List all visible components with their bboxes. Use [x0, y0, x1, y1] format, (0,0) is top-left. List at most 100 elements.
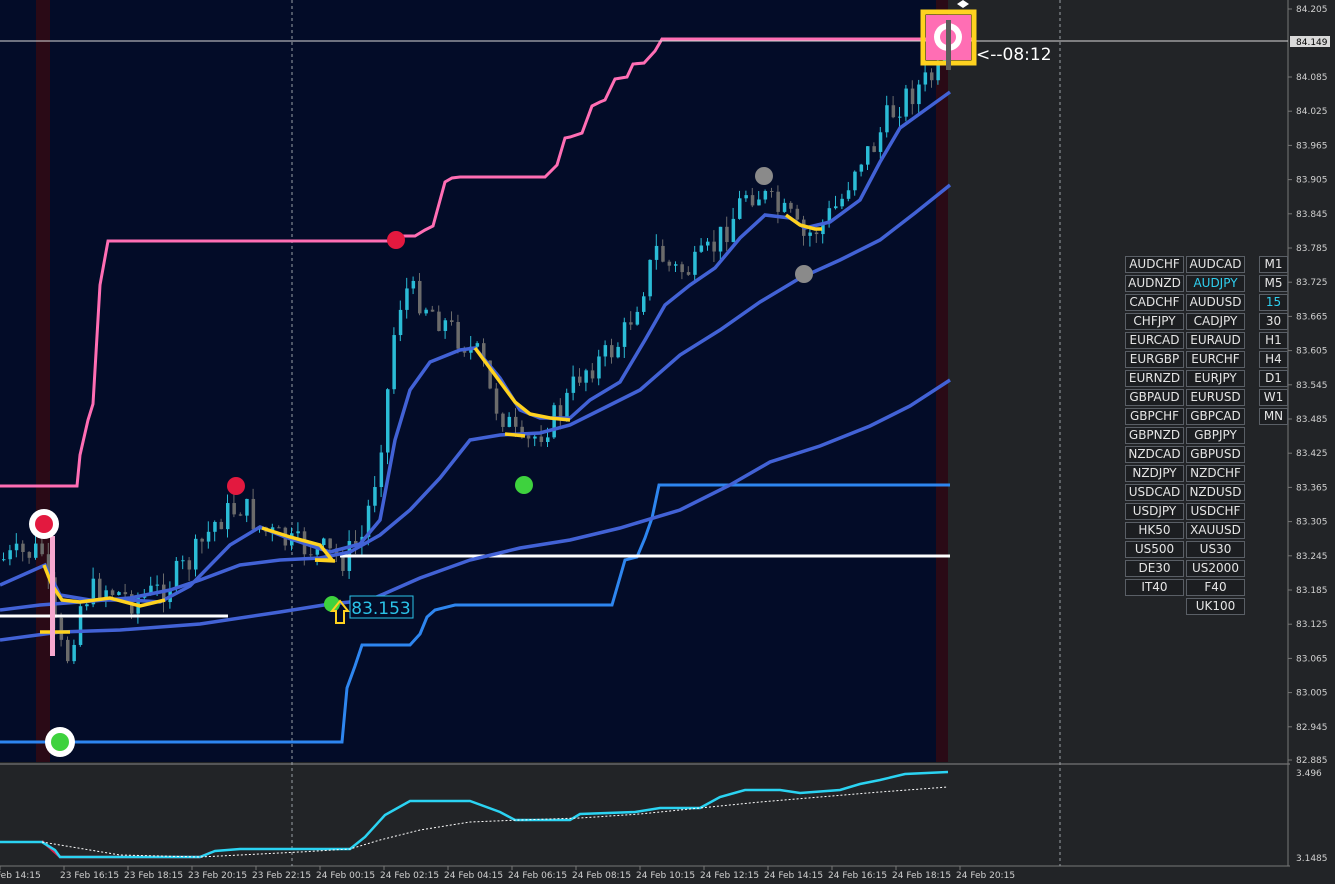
candle-body	[712, 241, 716, 252]
symbol-button-nzdjpy[interactable]: NZDJPY	[1125, 465, 1184, 482]
neutral-signal-dot[interactable]	[795, 265, 813, 283]
signal-line	[504, 432, 526, 438]
symbol-button-nzdchf[interactable]: NZDCHF	[1186, 465, 1245, 482]
timeframe-button-h1[interactable]: H1	[1259, 332, 1288, 349]
symbol-button-f40[interactable]: F40	[1186, 579, 1245, 596]
candle-body	[27, 552, 32, 558]
candle-body	[763, 190, 768, 200]
candle-body	[827, 208, 832, 223]
symbol-button-nzdusd[interactable]: NZDUSD	[1186, 484, 1245, 501]
symbol-button-cadjpy[interactable]: CADJPY	[1186, 313, 1245, 330]
candle-body	[693, 251, 697, 275]
symbol-button-us2000[interactable]: US2000	[1186, 560, 1245, 577]
candle-body	[680, 264, 684, 273]
symbol-button-gbpaud[interactable]: GBPAUD	[1125, 389, 1184, 406]
indicator-plot-area[interactable]	[0, 765, 1288, 865]
symbol-button-uk100[interactable]: UK100	[1186, 598, 1245, 615]
candle-body	[226, 503, 230, 530]
symbol-button-eurusd[interactable]: EURUSD	[1186, 389, 1245, 406]
symbol-button-hk50[interactable]: HK50	[1125, 522, 1184, 539]
symbol-button-usdcad[interactable]: USDCAD	[1125, 484, 1184, 501]
timeframe-button-m1[interactable]: M1	[1259, 256, 1288, 273]
candle-body	[834, 206, 838, 209]
symbol-button-de30[interactable]: DE30	[1125, 560, 1184, 577]
symbol-button-audnzd[interactable]: AUDNZD	[1125, 275, 1184, 292]
time-axis-label: 24 Feb 00:15	[316, 871, 375, 881]
symbol-button-audusd[interactable]: AUDUSD	[1186, 294, 1245, 311]
candle-body	[584, 370, 588, 383]
neutral-signal-dot[interactable]	[755, 167, 773, 185]
buy-signal-dot	[51, 733, 69, 751]
buy-arrow-icon[interactable]	[329, 599, 351, 624]
candle-body	[21, 543, 25, 553]
candle-body	[110, 590, 115, 595]
symbol-button-eurjpy[interactable]: EURJPY	[1186, 370, 1245, 387]
symbol-button-it40[interactable]: IT40	[1125, 579, 1184, 596]
symbol-button-chfjpy[interactable]: CHFJPY	[1125, 313, 1184, 330]
sell-signal-dot[interactable]	[387, 231, 405, 249]
candle-body	[494, 388, 499, 414]
candle-body	[386, 389, 390, 453]
symbol-button-nzdcad[interactable]: NZDCAD	[1125, 446, 1184, 463]
signal-line	[314, 558, 336, 563]
price-axis-label: 83.905	[1296, 176, 1328, 186]
price-axis-label: 82.945	[1296, 723, 1328, 733]
candle-body	[398, 309, 403, 336]
candle-body	[315, 545, 320, 555]
symbol-button-gbpusd[interactable]: GBPUSD	[1186, 446, 1245, 463]
symbol-button-eurchf[interactable]: EURCHF	[1186, 351, 1245, 368]
symbol-button-cadchf[interactable]: CADCHF	[1125, 294, 1184, 311]
candle-body	[251, 498, 256, 530]
candle-body	[501, 413, 505, 427]
candle-body	[411, 280, 416, 289]
sell-signal-dot[interactable]	[227, 477, 245, 495]
symbol-button-eurcad[interactable]: EURCAD	[1125, 332, 1184, 349]
symbol-button-us30[interactable]: US30	[1186, 541, 1245, 558]
timeframe-button-h4[interactable]: H4	[1259, 351, 1288, 368]
candle-body	[373, 487, 377, 506]
time-axis-label: 24 Feb 18:15	[892, 871, 951, 881]
timeframe-button-w1[interactable]: W1	[1259, 389, 1288, 406]
candle-body	[846, 190, 851, 199]
main-plot-area[interactable]	[0, 0, 948, 762]
buy-signal-dot[interactable]	[324, 596, 340, 612]
timeframe-button-d1[interactable]: D1	[1259, 370, 1288, 387]
symbol-button-xauusd[interactable]: XAUUSD	[1186, 522, 1245, 539]
symbol-button-audchf[interactable]: AUDCHF	[1125, 256, 1184, 273]
candle-body	[776, 191, 780, 212]
candle-body	[232, 503, 236, 515]
timeframe-button-mn[interactable]: MN	[1259, 408, 1288, 425]
symbol-button-usdchf[interactable]: USDCHF	[1186, 503, 1245, 520]
symbol-button-eurgbp[interactable]: EURGBP	[1125, 351, 1184, 368]
symbol-button-gbpcad[interactable]: GBPCAD	[1186, 408, 1245, 425]
buy-signal-dot[interactable]	[515, 476, 533, 494]
price-axis-label: 83.665	[1296, 312, 1328, 322]
candle-body	[194, 538, 198, 570]
candle-body	[14, 543, 19, 551]
timeframe-button-15[interactable]: 15	[1259, 294, 1288, 311]
price-axis-label: 83.125	[1296, 620, 1328, 630]
symbol-button-audcad[interactable]: AUDCAD	[1186, 256, 1245, 273]
timeframe-button-30[interactable]: 30	[1259, 313, 1288, 330]
symbol-button-audjpy[interactable]: AUDJPY	[1186, 275, 1245, 292]
symbol-button-eurnzd[interactable]: EURNZD	[1125, 370, 1184, 387]
symbol-button-gbpnzd[interactable]: GBPNZD	[1125, 427, 1184, 444]
candle-body	[40, 543, 44, 555]
candle-body	[8, 550, 12, 560]
symbol-button-us500[interactable]: US500	[1125, 541, 1184, 558]
price-axis-label: 83.965	[1296, 141, 1328, 151]
candle-body	[117, 592, 121, 595]
candle-body	[782, 202, 787, 212]
symbol-button-gbpjpy[interactable]: GBPJPY	[1186, 427, 1245, 444]
candle-body	[616, 346, 620, 358]
symbol-button-gbpchf[interactable]: GBPCHF	[1125, 408, 1184, 425]
current-price-tag	[1290, 36, 1330, 47]
price-axis-label: 83.545	[1296, 381, 1328, 391]
symbol-button-euraud[interactable]: EURAUD	[1186, 332, 1245, 349]
timeframe-button-m5[interactable]: M5	[1259, 275, 1288, 292]
candle-body	[450, 320, 454, 322]
symbol-button-usdjpy[interactable]: USDJPY	[1125, 503, 1184, 520]
current-candle	[946, 20, 951, 70]
